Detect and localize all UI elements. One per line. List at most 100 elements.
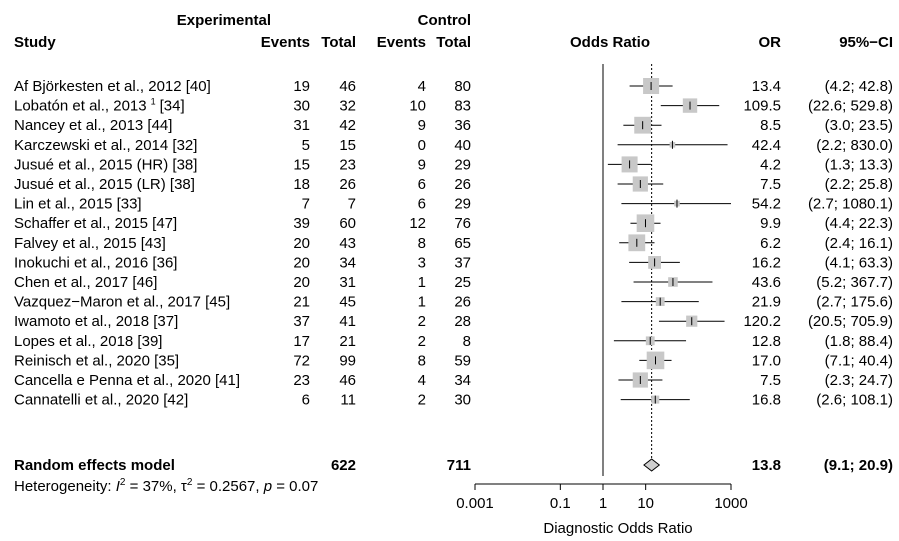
study-name-text: Vazquez−Maron et al., 2017 [45] [14,294,230,311]
heterogeneity-tau-symbol: τ [181,478,187,495]
heterogeneity-prefix: Heterogeneity: [14,478,116,495]
study-ci: (1.3; 13.3) [825,156,893,173]
study-name-text: Iwamoto et al., 2018 [37] [14,313,178,330]
events-control: 9 [418,117,426,134]
study-ci: (22.6; 529.8) [808,98,893,115]
study-row: Reinisch et al., 2020 [35] 72 99 8 59 17.0 (7.… [14,351,893,369]
events-experimental: 30 [293,98,310,115]
study-name: Cancella e Penna et al., 2020 [41] [14,372,240,389]
total-experimental: 32 [339,98,356,115]
study-ci: (2.7; 175.6) [816,294,893,311]
events-experimental: 31 [293,117,310,134]
total-control: 8 [463,333,471,350]
total-experimental: 60 [339,215,356,232]
study-name-text: Schaffer et al., 2015 [47] [14,215,177,232]
heterogeneity-tau-value: = 0.2567, [192,478,263,495]
study-ci: (1.8; 88.4) [825,333,893,350]
events-control: 8 [418,235,426,252]
events-experimental: 20 [293,274,310,291]
total-control: 80 [454,78,471,95]
summary-ci: (9.1; 20.9) [824,457,893,474]
study-name-text: Chen et al., 2017 [46] [14,274,157,291]
summary-diamond [643,458,661,472]
study-ci: (4.4; 22.3) [825,215,893,232]
total-experimental: 31 [339,274,356,291]
study-name: Falvey et al., 2015 [43] [14,235,166,252]
study-row: Vazquez−Maron et al., 2017 [45] 21 45 1 26 21… [14,294,893,311]
total-control: 65 [454,235,471,252]
study-name: Lin et al., 2015 [33] [14,196,142,213]
study-ci: (4.1; 63.3) [825,254,893,271]
study-or: 6.2 [760,235,781,252]
events-control: 1 [418,274,426,291]
total-experimental: 11 [340,392,356,409]
events-experimental: 7 [302,196,310,213]
study-row: Cancella e Penna et al., 2020 [41] 23 46 4 3… [14,372,893,389]
study-name-text: Falvey et al., 2015 [43] [14,235,166,252]
total-control: 59 [454,352,471,369]
total-control: 25 [454,274,471,291]
x-tick-label: 0.1 [550,495,571,512]
study-or: 120.2 [743,313,781,330]
study-row: Jusué et al., 2015 (HR) [38] 15 23 9 29 4.2 (1… [14,156,893,173]
header-odds-ratio: Odds Ratio [570,34,650,51]
total-control: 29 [454,156,471,173]
events-experimental: 15 [293,156,310,173]
study-name-text: Jusué et al., 2015 (LR) [38] [14,176,195,193]
study-or: 16.8 [752,392,781,409]
study-row: Falvey et al., 2015 [43] 20 43 8 65 6.2 (2.4; … [14,234,893,252]
study-name-reference: [34] [160,98,185,115]
study-name-text: Lopes et al., 2018 [39] [14,333,162,350]
study-name: Lopes et al., 2018 [39] [14,333,162,350]
events-experimental: 20 [293,235,310,252]
events-control: 1 [418,294,426,311]
total-control: 76 [454,215,471,232]
study-row: Jusué et al., 2015 (LR) [38] 18 26 6 26 7.5 (2… [14,176,893,193]
study-ci: (20.5; 705.9) [808,313,893,330]
study-or: 8.5 [760,117,781,134]
study-name-text: Jusué et al., 2015 (HR) [38] [14,156,197,173]
study-name-text: Cancella e Penna et al., 2020 [41] [14,372,240,389]
study-name: Cannatelli et al., 2020 [42] [14,392,188,409]
events-control: 6 [418,196,426,213]
study-ci: (2.3; 24.7) [825,372,893,389]
events-control: 3 [418,254,426,271]
study-ci: (4.2; 42.8) [825,78,893,95]
total-experimental: 26 [339,176,356,193]
heterogeneity-tau-sup: 2 [187,477,193,488]
x-tick-label: 1000 [714,495,747,512]
header-events-experimental: Events [261,34,310,51]
study-ci: (3.0; 23.5) [825,117,893,134]
heterogeneity-p-symbol: p [263,478,272,495]
events-control: 8 [418,352,426,369]
study-or: 4.2 [760,156,781,173]
study-name-text: Lobatón et al., 2013 [14,98,147,115]
study-row: Nancey et al., 2013 [44] 31 42 9 36 8.5 (3.0; … [14,116,893,134]
events-control: 2 [418,392,426,409]
x-tick-label: 0.001 [456,495,494,512]
study-row: Af Björkesten et al., 2012 [40] 19 46 4 80 13… [14,78,893,95]
heterogeneity-i-symbol: I [116,478,120,495]
summary-label: Random effects model [14,457,175,474]
events-experimental: 5 [302,137,310,154]
summary-total-control: 711 [447,457,471,474]
study-ci: (2.2; 830.0) [816,137,893,154]
study-row: Lin et al., 2015 [33] 7 7 6 29 54.2 (2.7; 1080… [14,196,893,213]
total-experimental: 99 [339,352,356,369]
study-rows: Af Björkesten et al., 2012 [40] 19 46 4 80 13… [14,78,893,409]
events-experimental: 17 [293,333,310,350]
study-name-text: Reinisch et al., 2020 [35] [14,352,179,369]
total-experimental: 23 [339,156,356,173]
events-experimental: 39 [293,215,310,232]
study-name-superscript: 1 [151,97,156,107]
study-name: Chen et al., 2017 [46] [14,274,157,291]
study-or: 43.6 [752,274,781,291]
study-row: Cannatelli et al., 2020 [42] 6 11 2 30 16.8 (2… [14,392,893,409]
x-axis-ticks: 0.001 0.1 1 10 1000 [456,484,748,512]
events-control: 6 [418,176,426,193]
total-control: 26 [454,294,471,311]
total-experimental: 43 [339,235,356,252]
header-control: Control [418,12,471,29]
study-name: Karczewski et al., 2014 [32] [14,137,197,154]
